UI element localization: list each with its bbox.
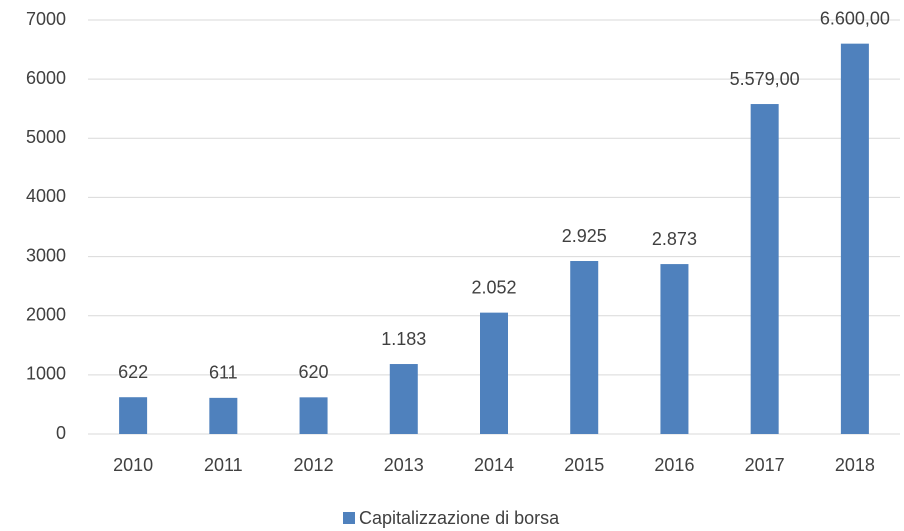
y-tick-label: 3000 <box>26 245 66 265</box>
data-label: 2.873 <box>652 229 697 249</box>
y-tick-label: 6000 <box>26 68 66 88</box>
bar <box>660 264 689 434</box>
legend-swatch <box>343 512 355 524</box>
y-tick-label: 1000 <box>26 364 66 384</box>
data-label: 611 <box>209 363 238 383</box>
bar <box>299 397 328 434</box>
bar <box>840 43 869 435</box>
y-tick-label: 5000 <box>26 127 66 147</box>
data-label: 6.600,00 <box>820 8 890 28</box>
y-tick-label: 7000 <box>26 9 66 29</box>
data-label: 622 <box>118 362 148 382</box>
bar <box>570 261 599 434</box>
x-tick-label: 2010 <box>113 455 153 475</box>
bar <box>480 312 508 434</box>
data-label: 2.052 <box>471 277 516 297</box>
x-tick-label: 2014 <box>474 455 514 475</box>
bar <box>119 397 148 434</box>
bar <box>389 364 418 434</box>
bar <box>750 104 779 435</box>
y-tick-label: 4000 <box>26 186 66 206</box>
x-tick-label: 2011 <box>204 455 243 475</box>
data-label: 2.925 <box>562 226 607 246</box>
bar <box>209 397 238 434</box>
data-label: 5.579,00 <box>730 69 800 89</box>
data-label: 620 <box>299 362 329 382</box>
x-tick-label: 2013 <box>384 455 424 475</box>
x-tick-label: 2017 <box>745 455 785 475</box>
x-tick-label: 2015 <box>564 455 604 475</box>
y-tick-label: 2000 <box>26 304 66 324</box>
x-tick-label: 2016 <box>654 455 694 475</box>
x-tick-label: 2018 <box>835 455 875 475</box>
y-tick-label: 0 <box>56 423 66 443</box>
data-label: 1.183 <box>381 329 426 349</box>
x-tick-label: 2012 <box>294 455 334 475</box>
legend-label: Capitalizzazione di borsa <box>359 508 560 528</box>
